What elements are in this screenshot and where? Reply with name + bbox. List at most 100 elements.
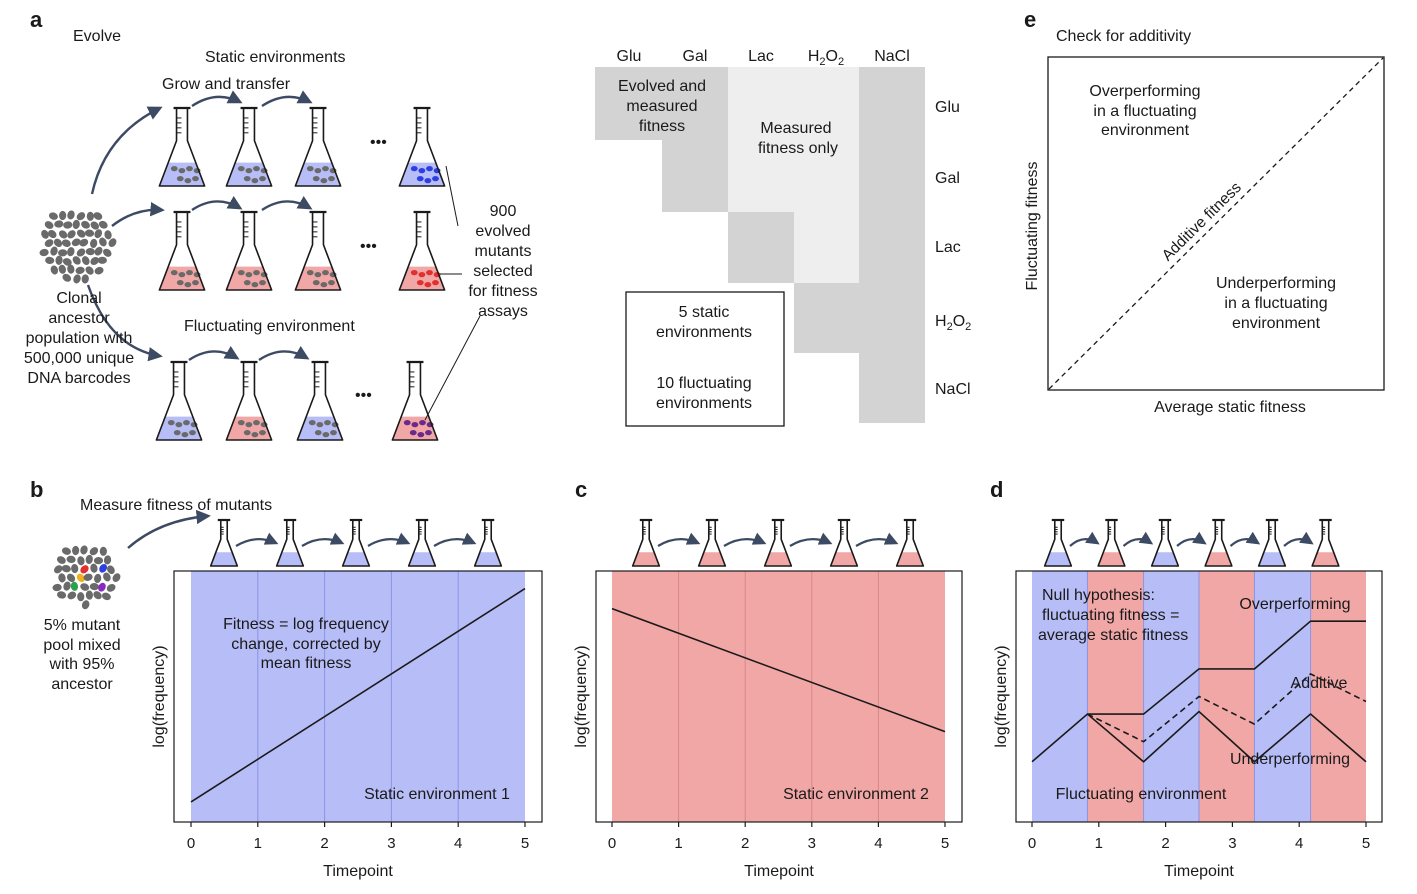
flask-icon [829, 518, 859, 567]
cell-icon [175, 422, 183, 428]
ancestor-line: DNA barcodes [27, 370, 130, 387]
x-tick-label: 2 [320, 835, 328, 852]
flask-icon [294, 210, 342, 291]
cell-icon [103, 572, 111, 582]
y-axis-label: log(frequency) [993, 645, 1010, 747]
cell-icon [81, 256, 90, 266]
panel-c-label: c [575, 477, 587, 502]
cell-icon [189, 430, 196, 436]
cell-icon [403, 420, 411, 426]
cell-icon [81, 274, 89, 284]
cell-icon [80, 583, 90, 591]
flask-outline [1097, 520, 1126, 567]
cell-icon [251, 178, 259, 184]
flask-liquid [764, 552, 792, 566]
flask-icon [158, 210, 206, 291]
cell-icon [98, 582, 106, 592]
cell-icon [77, 592, 85, 602]
flask-liquid [1258, 552, 1286, 566]
cell-icon [184, 178, 192, 184]
flask-outline [631, 520, 661, 567]
cell-icon [48, 212, 58, 220]
flask-liquid [342, 552, 370, 566]
flask-outline [1257, 520, 1287, 567]
flask-outline [296, 362, 344, 441]
x-tick-label: 4 [1295, 835, 1303, 852]
cell-icon [320, 178, 328, 184]
cell-icon [237, 166, 245, 172]
cell-icon [183, 420, 190, 426]
flask-outline [763, 520, 793, 567]
flask-outline [225, 108, 273, 187]
grid-col-gal: Gal [683, 48, 708, 65]
fluctuating-environment-title: Fluctuating environment [184, 318, 355, 335]
cell-icon [170, 270, 178, 276]
cell-icon [192, 280, 199, 286]
evolved-line: measured [626, 98, 697, 115]
flask-liquid [1205, 552, 1232, 566]
additivity-title: Check for additivity [1056, 28, 1191, 45]
pool-line: pool mixed [43, 637, 120, 654]
cell-icon [411, 422, 419, 428]
underperforming-label: Underperforming [1230, 751, 1350, 768]
cell-icon [314, 430, 322, 436]
grid-cell [595, 67, 728, 140]
additive-diagonal [1048, 57, 1384, 390]
flask-icon [398, 106, 446, 187]
cell-icon [94, 573, 102, 584]
flask-icon [697, 518, 727, 567]
arrow-icon [657, 532, 701, 547]
grid-col-h2o2: H2O2 [808, 48, 844, 68]
cell-icon [66, 573, 76, 583]
cell-icon [259, 430, 266, 436]
cell-icon [253, 166, 260, 172]
flask-icon [296, 360, 344, 441]
flask-outline [1150, 520, 1180, 567]
cell-icon [99, 563, 108, 573]
cell-icon [80, 545, 88, 555]
cell-icon [58, 264, 67, 274]
cell-icon [312, 176, 320, 182]
flask-icon [895, 518, 925, 567]
panel-b: b Measure fitness of mutants 5% mutant p… [30, 477, 272, 693]
ellipsis-row-1: ••• [370, 134, 387, 151]
panel-e: e Check for additivity Additive fitness … [1024, 7, 1385, 416]
plot-frame [173, 570, 543, 823]
flask-liquid [1044, 552, 1072, 566]
pool-line: with 95% [49, 656, 115, 673]
mutants-line: evolved [475, 223, 530, 240]
arrow-icon [855, 532, 899, 547]
flask-liquid [1151, 552, 1179, 566]
cell-icon [76, 573, 85, 583]
flask-icon [155, 360, 203, 441]
pool-line: ancestor [51, 676, 113, 693]
arrow-icon [258, 345, 310, 362]
evolution-flasks [155, 106, 446, 441]
flask-outline [398, 108, 446, 187]
flask-outline [1311, 520, 1340, 567]
flask-icon [209, 518, 239, 567]
cell-icon [106, 565, 115, 575]
mutant-pointer-lines [424, 165, 481, 421]
arrow-icon [367, 532, 411, 547]
over-line: Overperforming [1089, 83, 1200, 100]
flask-icon [294, 106, 342, 187]
plot-frame [595, 570, 963, 823]
measure-fitness-title: Measure fitness of mutants [80, 497, 272, 514]
flask-icon [158, 106, 206, 187]
arrow-icon [235, 532, 279, 547]
cell-icon [45, 256, 55, 265]
cell-icon [306, 166, 314, 172]
cell-icon [90, 256, 99, 265]
cell-icon [79, 238, 89, 247]
cell-icon [419, 420, 426, 426]
grow-transfer-label: Grow and transfer [162, 76, 291, 93]
cell-icon [85, 247, 95, 256]
cell-icon [418, 272, 426, 278]
additive-label: Additive [1291, 675, 1348, 692]
flask-icon [1311, 518, 1340, 567]
flask-liquid [276, 552, 304, 566]
cell-icon [173, 430, 181, 436]
cell-icon [237, 270, 245, 276]
x-tick-label: 5 [1362, 835, 1370, 852]
